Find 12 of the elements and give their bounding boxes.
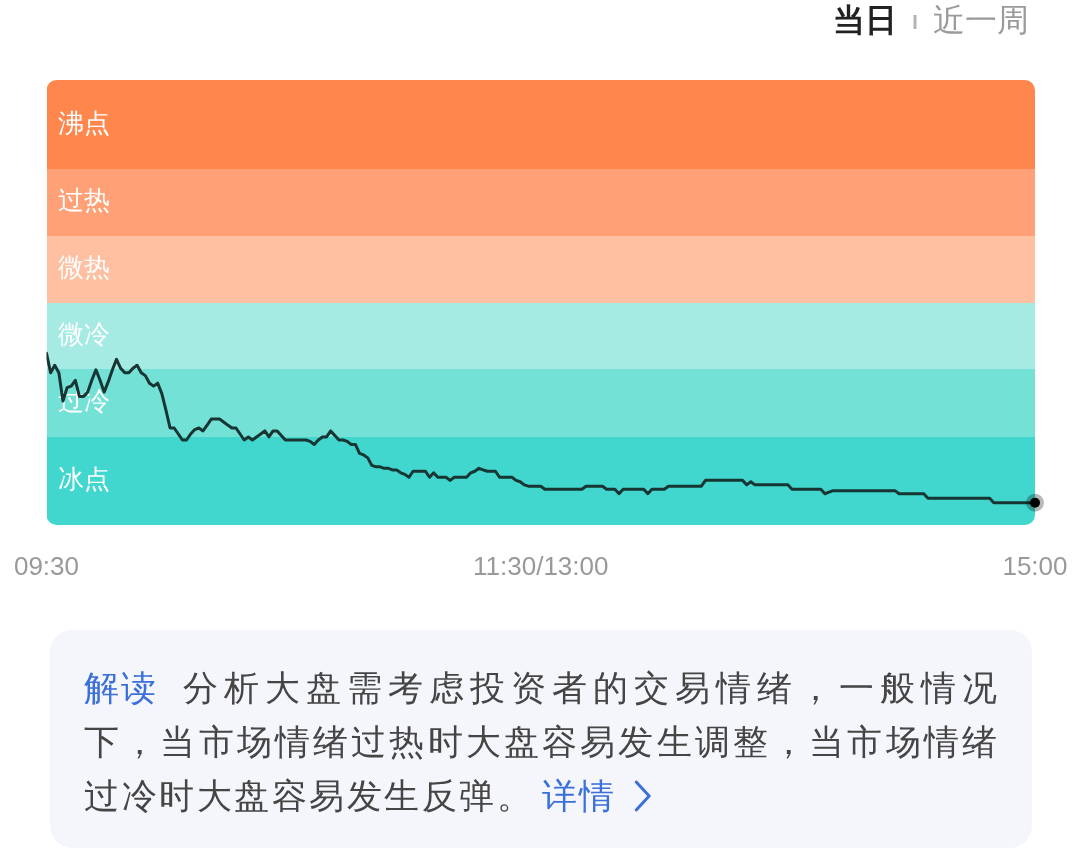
x-tick-label: 11:30/13:00 (473, 551, 609, 581)
band-label: 冰点 (57, 463, 110, 494)
text: 解读 (84, 668, 159, 708)
text: 详情 (541, 776, 617, 816)
text: 近一周 (933, 1, 1029, 39)
band-label: 微热 (57, 252, 110, 283)
band-label: 沸点 (57, 107, 110, 138)
band-label: 过热 (57, 185, 110, 216)
x-tick-label: 15:00 (1002, 551, 1068, 581)
text: 当日 (833, 1, 897, 39)
band-label: 微冷 (57, 318, 110, 349)
x-tick-label: 09:30 (13, 551, 80, 581)
